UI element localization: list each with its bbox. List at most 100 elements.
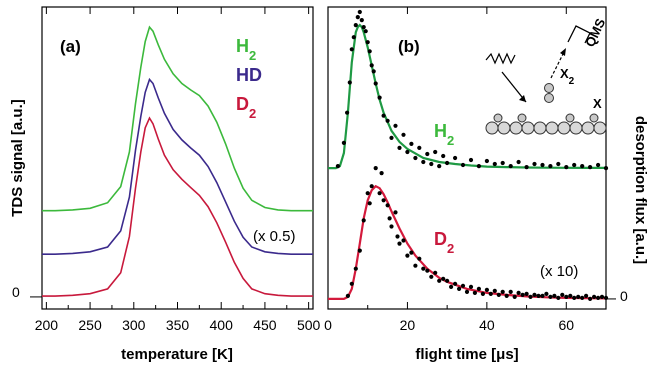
data-point-h2 — [508, 164, 513, 169]
data-point-h2 — [548, 164, 553, 169]
data-point-d2 — [472, 290, 477, 295]
data-point-d2 — [560, 292, 565, 297]
panel-b-ylabel: desorption flux [a.u.] — [632, 116, 649, 264]
panel-a-xtick-label: 450 — [253, 317, 277, 333]
legend-d2: D2 — [236, 94, 256, 121]
data-point-h2 — [359, 18, 364, 23]
data-point-h2 — [355, 15, 360, 20]
series-label-d2: D2 — [434, 229, 454, 256]
laser-pulse-icon — [485, 52, 516, 65]
data-point-d2 — [532, 292, 537, 297]
data-point-h2 — [361, 25, 366, 30]
data-point-d2 — [361, 218, 366, 223]
desorption-arrowhead-icon — [560, 48, 566, 56]
data-point-h2 — [460, 162, 466, 168]
legend-hd: HD — [236, 65, 262, 85]
inset-label-x: X — [593, 96, 602, 111]
surface-atoms — [485, 121, 607, 135]
data-point-d2 — [365, 191, 370, 196]
data-point-h2 — [401, 132, 406, 137]
inset-label-qms: QMS — [582, 16, 608, 49]
data-point-d2 — [409, 250, 414, 255]
data-point-d2 — [437, 278, 442, 283]
panel-a-frame — [41, 6, 314, 310]
data-point-d2 — [588, 296, 593, 301]
data-point-d2 — [536, 293, 541, 298]
data-point-d2 — [556, 295, 561, 300]
data-point-h2 — [500, 160, 505, 166]
data-point-d2 — [504, 293, 509, 298]
data-point-d2 — [377, 191, 382, 196]
data-point-h2 — [345, 110, 350, 115]
panel-b-zero-label: 0 — [620, 288, 628, 304]
data-point-d2 — [492, 288, 497, 293]
data-point-h2 — [335, 164, 340, 169]
data-point-d2 — [389, 224, 394, 229]
data-point-d2 — [572, 295, 577, 300]
data-point-h2 — [572, 162, 577, 168]
data-point-h2 — [371, 69, 376, 74]
data-point-d2 — [484, 287, 489, 292]
data-point-h2 — [441, 153, 446, 159]
inset-label-x2: X2 — [560, 66, 575, 87]
data-point-h2 — [393, 123, 398, 128]
data-point-d2 — [548, 294, 553, 299]
data-point-d2 — [387, 216, 392, 221]
data-point-d2 — [592, 294, 597, 299]
data-point-h2 — [385, 118, 390, 123]
data-point-h2 — [588, 165, 593, 170]
data-point-h2 — [349, 47, 354, 52]
data-point-h2 — [429, 161, 434, 167]
panel-b-xtick-label: 0 — [324, 317, 332, 333]
adsorbate-atoms — [493, 113, 599, 123]
data-point-h2 — [409, 141, 414, 146]
data-point-d2 — [460, 283, 466, 288]
panel-a-xtick-label: 350 — [166, 317, 190, 333]
data-point-h2 — [405, 149, 410, 155]
data-point-h2 — [580, 164, 585, 169]
data-point-h2 — [516, 159, 521, 165]
data-point-d2 — [425, 268, 430, 273]
data-point-d2 — [552, 293, 557, 298]
data-point-h2 — [445, 160, 450, 166]
panel-a-annotation: (x 0.5) — [253, 228, 296, 245]
data-point-d2 — [457, 286, 462, 291]
data-point-h2 — [377, 95, 382, 100]
data-point-h2 — [417, 145, 422, 150]
data-point-h2 — [389, 135, 394, 140]
data-point-d2 — [528, 294, 533, 299]
data-point-h2 — [397, 145, 402, 150]
data-point-d2 — [568, 293, 573, 298]
data-point-h2 — [347, 80, 352, 85]
data-point-h2 — [524, 165, 529, 170]
data-point-d2 — [508, 289, 513, 294]
data-point-h2 — [468, 157, 474, 163]
tds-curve-h2 — [42, 25, 313, 212]
panel-a-x-ticks: 200 250 300 350 400 450 500 — [35, 7, 321, 333]
data-point-d2 — [445, 278, 450, 283]
tds-curve-d2 — [42, 116, 313, 297]
data-point-h2 — [341, 140, 346, 145]
fit-curve-d2 — [328, 184, 607, 300]
data-point-d2 — [576, 294, 581, 299]
panel-a-ylabel: TDS signal [a.u.] — [9, 99, 26, 217]
data-point-h2 — [540, 162, 545, 168]
data-point-h2 — [433, 149, 438, 155]
panel-a-zero-label: 0 — [12, 284, 20, 300]
data-point-h2 — [367, 49, 372, 54]
data-point-h2 — [421, 159, 426, 165]
data-point-d2 — [373, 166, 378, 171]
panel-a: 200 250 300 350 400 450 500 (a) temperature [K… — [9, 6, 321, 363]
data-point-d2 — [433, 270, 438, 275]
data-point-h2 — [365, 40, 370, 45]
panel-b-xtick-label: 40 — [479, 317, 495, 333]
panel-a-xtick-label: 200 — [35, 317, 59, 333]
data-point-h2 — [532, 161, 537, 167]
data-point-d2 — [367, 201, 372, 206]
panel-a-xlabel: temperature [K] — [121, 346, 233, 363]
data-point-d2 — [453, 281, 458, 286]
data-point-d2 — [520, 292, 525, 297]
data-point-d2 — [512, 294, 517, 299]
panel-b-xlabel: flight time [μs] — [415, 346, 518, 363]
